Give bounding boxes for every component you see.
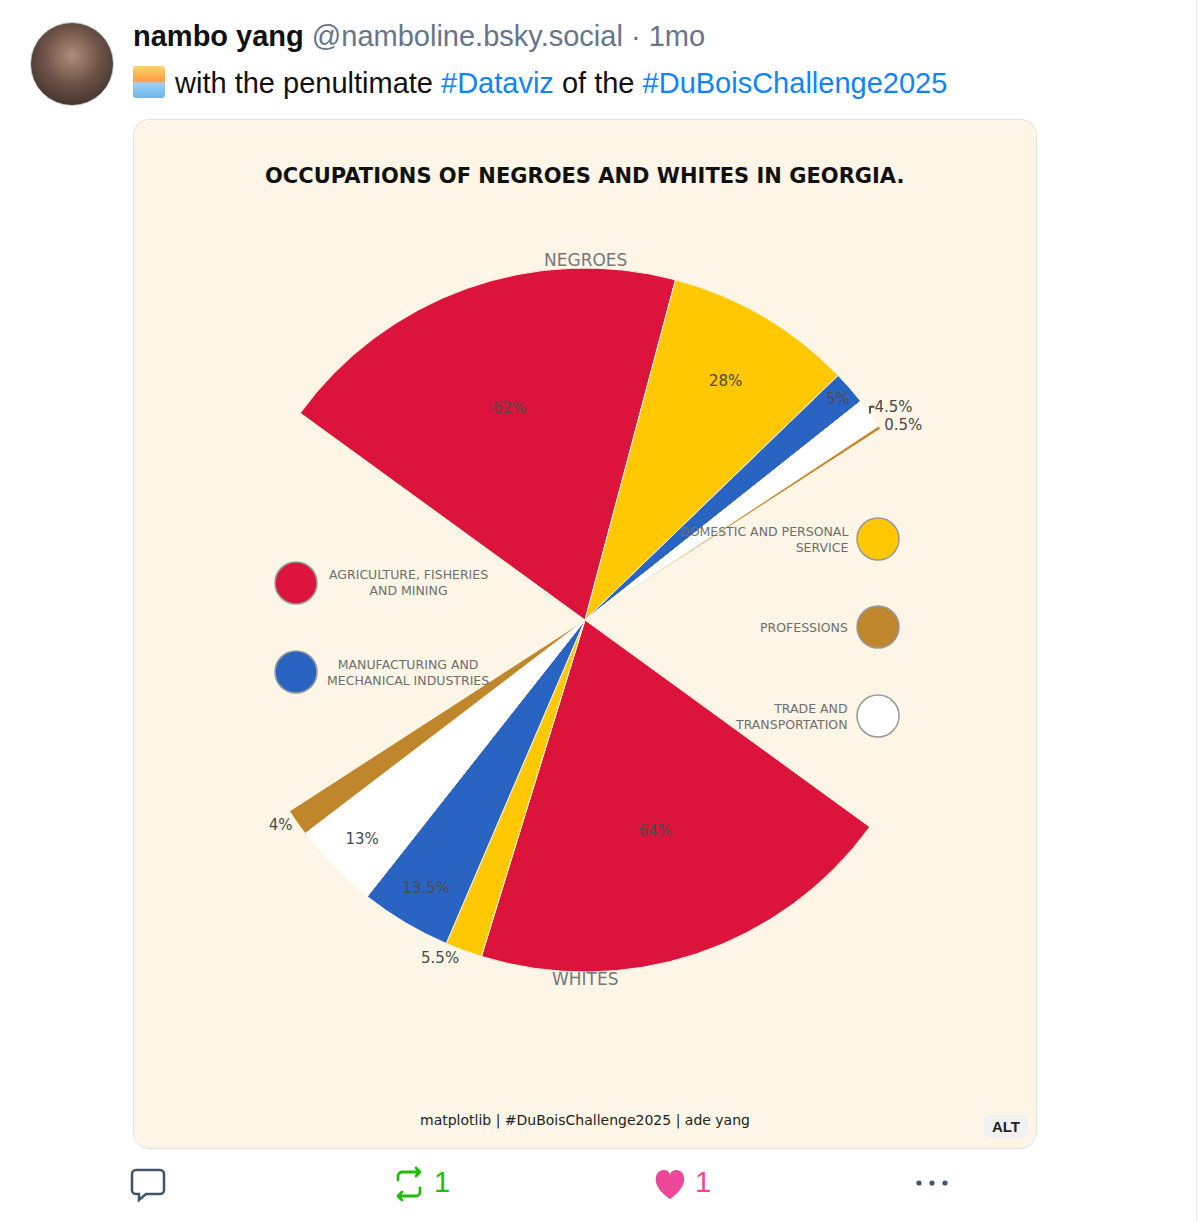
html-text:1: 1: [695, 1166, 712, 1198]
svg-text:4.5%: 4.5%: [874, 398, 912, 416]
svg-text:TRADE ANDTRANSPORTATION: TRADE ANDTRANSPORTATION: [735, 701, 848, 732]
html-text:nambo yang @namboline.bsky.soc: nambo yang @namboline.bsky.social · 1mo: [133, 20, 706, 52]
svg-text:13.5%: 13.5%: [402, 879, 450, 897]
svg-text:5.5%: 5.5%: [421, 949, 459, 967]
svg-text:64%: 64%: [639, 822, 672, 840]
svg-text:62%: 62%: [493, 399, 526, 417]
svg-text:AGRICULTURE, FISHERIESAND MINI: AGRICULTURE, FISHERIESAND MINING: [329, 567, 488, 598]
svg-text:28%: 28%: [709, 372, 742, 390]
svg-text:DOMESTIC AND PERSONALSERVICE: DOMESTIC AND PERSONALSERVICE: [680, 524, 848, 555]
svg-text:5%: 5%: [826, 390, 850, 408]
svg-text:OCCUPATIONS OF NEGROES AND WHI: OCCUPATIONS OF NEGROES AND WHITES IN GEO…: [265, 164, 905, 188]
html-text:with the penultimate #Dataviz: with the penultimate #Dataviz of the #Du…: [175, 67, 948, 99]
svg-text:MANUFACTURING ANDMECHANICAL IN: MANUFACTURING ANDMECHANICAL INDUSTRIES: [327, 657, 489, 688]
svg-text:WHITES: WHITES: [552, 969, 619, 989]
html-text:1: 1: [434, 1166, 451, 1198]
svg-text:NEGROES: NEGROES: [544, 250, 627, 270]
svg-text:0.5%: 0.5%: [884, 416, 922, 434]
svg-text:PROFESSIONS: PROFESSIONS: [760, 620, 848, 635]
svg-text:13%: 13%: [346, 830, 379, 848]
svg-text:4%: 4%: [269, 816, 293, 834]
html-text:ALT: ALT: [992, 1118, 1020, 1135]
svg-text:matplotlib | #DuBoisChallenge2: matplotlib | #DuBoisChallenge2025 | ade …: [420, 1112, 750, 1129]
